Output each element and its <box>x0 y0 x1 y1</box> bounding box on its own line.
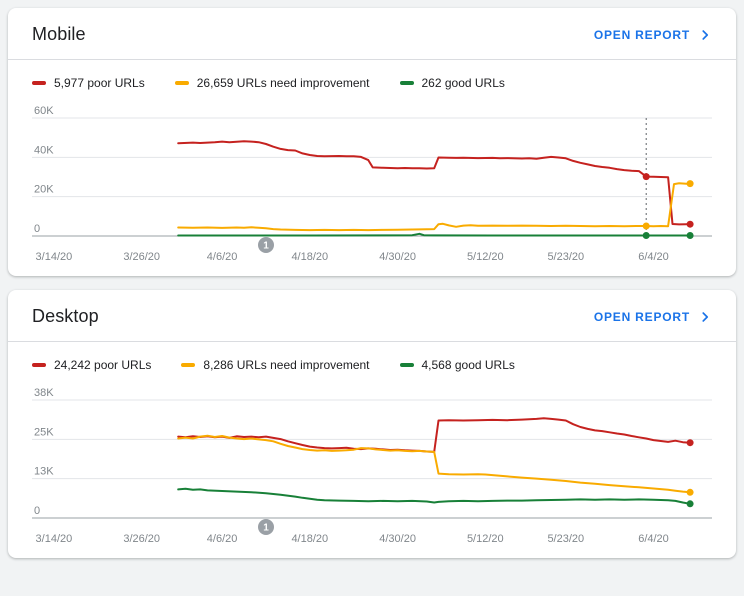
y-tick-label: 13K <box>34 466 54 478</box>
series-endpoint-dot <box>686 220 694 228</box>
guide-marker-dot <box>642 173 650 181</box>
series-endpoint-dot <box>686 439 694 447</box>
series-line <box>177 434 692 494</box>
card-title-mobile: Mobile <box>32 24 86 44</box>
annotation-label: 1 <box>263 523 269 534</box>
poor-urls-marker <box>32 363 46 367</box>
legend-label-poor: 5,977 poor URLs <box>54 76 145 90</box>
desktop-legend: 24,242 poor URLs 8,286 URLs need improve… <box>8 342 736 378</box>
y-tick-label: 25K <box>34 426 54 438</box>
desktop-card-header: Desktop OPEN REPORT <box>8 290 736 342</box>
x-tick-label: 5/12/20 <box>467 251 504 263</box>
good-urls-marker <box>399 81 414 85</box>
x-tick-label: 4/30/20 <box>379 533 416 545</box>
series-endpoint-dot <box>686 500 694 508</box>
open-report-label: OPEN REPORT <box>593 27 690 42</box>
chevron-right-icon <box>698 310 712 324</box>
x-tick-label: 4/6/20 <box>207 533 238 545</box>
open-report-label: OPEN REPORT <box>593 309 690 324</box>
core-web-vitals-dashboard: Mobile OPEN REPORT 5,977 poor URLs 26,65… <box>8 8 736 558</box>
y-tick-label: 40K <box>34 144 54 156</box>
series-endpoint-dot <box>686 232 694 239</box>
legend-item-needs-improvement: 26,659 URLs need improvement <box>174 76 370 90</box>
card-title-desktop: Desktop <box>32 306 99 326</box>
x-tick-label: 5/12/20 <box>467 533 504 545</box>
series-line <box>177 417 692 453</box>
poor-urls-marker <box>32 81 46 85</box>
x-tick-label: 4/6/20 <box>207 251 238 263</box>
y-tick-label: 0 <box>34 505 40 517</box>
legend-item-poor: 24,242 poor URLs <box>32 358 151 372</box>
open-report-link-mobile[interactable]: OPEN REPORT <box>594 28 712 42</box>
x-tick-label: 3/14/20 <box>36 533 73 545</box>
x-tick-label: 5/23/20 <box>547 533 584 545</box>
guide-marker-dot <box>642 232 650 239</box>
legend-label-needs-improvement: 26,659 URLs need improvement <box>196 76 370 90</box>
series-line <box>177 487 692 505</box>
legend-item-needs-improvement: 8,286 URLs need improvement <box>181 358 370 372</box>
x-tick-label: 6/4/20 <box>638 251 669 263</box>
annotation-marker[interactable] <box>258 237 274 253</box>
legend-item-good: 262 good URLs <box>399 76 505 90</box>
mobile-card-header: Mobile OPEN REPORT <box>8 8 736 60</box>
x-tick-label: 3/26/20 <box>123 533 160 545</box>
y-tick-label: 20K <box>34 184 54 196</box>
legend-item-poor: 5,977 poor URLs <box>32 76 145 90</box>
guide-marker-dot <box>642 222 650 230</box>
desktop-cwv-chart[interactable]: 0 13K 25K 38K 3/14/20 3/26/20 4/6/20 4/18/20 4/3… <box>8 378 736 558</box>
desktop-card: Desktop OPEN REPORT 24,242 poor URLs 8,2… <box>8 290 736 558</box>
y-tick-label: 0 <box>34 223 40 235</box>
mobile-cwv-chart[interactable]: 0 20K 40K 60K 3/14/20 3/26/20 4/6/20 4/18/20 4/3… <box>8 96 736 276</box>
x-tick-label: 3/26/20 <box>123 251 160 263</box>
series-line <box>177 140 692 226</box>
series-line <box>177 182 692 232</box>
legend-label-poor: 24,242 poor URLs <box>54 358 152 372</box>
open-report-link-desktop[interactable]: OPEN REPORT <box>594 310 712 324</box>
x-tick-label: 4/18/20 <box>291 533 328 545</box>
annotation-marker[interactable] <box>258 519 274 535</box>
annotation-label: 1 <box>263 241 269 252</box>
series-endpoint-dot <box>686 488 694 496</box>
chevron-right-icon <box>698 28 712 42</box>
legend-label-good: 4,568 good URLs <box>421 358 515 372</box>
y-tick-label: 60K <box>34 105 54 117</box>
x-tick-label: 5/23/20 <box>547 251 584 263</box>
needs-improvement-marker <box>181 363 196 367</box>
series-endpoint-dot <box>686 180 694 188</box>
x-tick-label: 3/14/20 <box>36 251 73 263</box>
legend-label-good: 262 good URLs <box>421 76 505 90</box>
legend-item-good: 4,568 good URLs <box>399 358 515 372</box>
x-tick-label: 6/4/20 <box>638 533 669 545</box>
good-urls-marker <box>399 363 414 367</box>
mobile-card: Mobile OPEN REPORT 5,977 poor URLs 26,65… <box>8 8 736 276</box>
x-tick-label: 4/18/20 <box>291 251 328 263</box>
needs-improvement-marker <box>174 81 189 85</box>
series-line <box>177 232 692 237</box>
legend-label-needs-improvement: 8,286 URLs need improvement <box>203 358 370 372</box>
y-tick-label: 38K <box>34 387 54 399</box>
x-tick-label: 4/30/20 <box>379 251 416 263</box>
mobile-legend: 5,977 poor URLs 26,659 URLs need improve… <box>8 60 736 96</box>
